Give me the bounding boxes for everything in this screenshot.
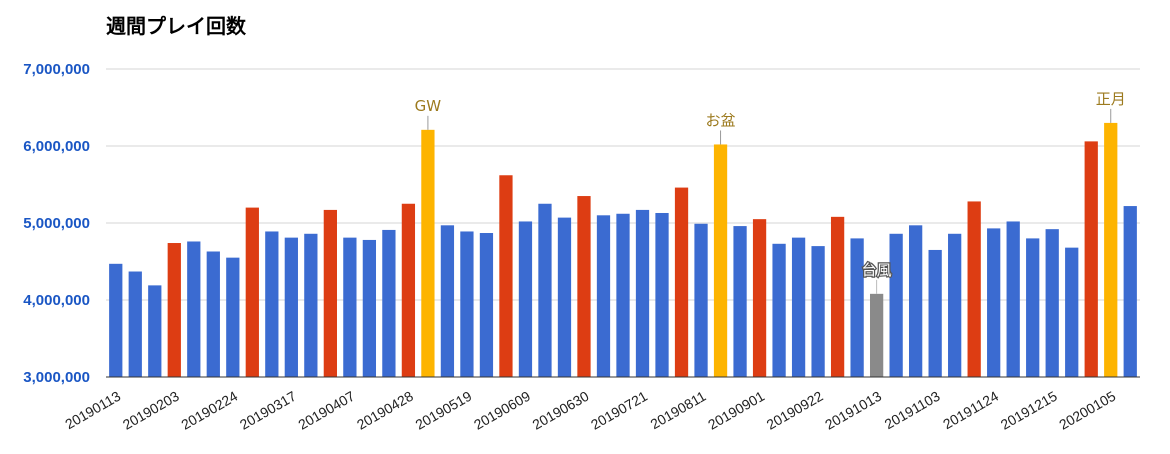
bar [791, 237, 806, 377]
bar [889, 233, 903, 377]
annotation-label: お盆 [706, 111, 736, 129]
bar [733, 226, 747, 377]
bar [928, 249, 942, 377]
x-tick-label: 20190203 [120, 388, 182, 433]
bar [577, 196, 591, 377]
bar [869, 293, 884, 377]
bar [1084, 141, 1098, 377]
y-tick-label: 3,000,000 [23, 369, 90, 386]
x-tick-label: 20190317 [237, 388, 299, 433]
bar [148, 285, 162, 377]
bar [596, 215, 611, 377]
bar [616, 213, 630, 377]
bar [284, 237, 298, 377]
x-tick-label: 20190811 [647, 388, 708, 433]
bar [1123, 206, 1137, 377]
bar [1006, 221, 1020, 377]
x-tick-label: 20200105 [1056, 388, 1118, 433]
bar [421, 129, 435, 377]
x-tick-label: 20190609 [471, 388, 533, 433]
bars [109, 122, 1137, 378]
bar [967, 201, 981, 377]
x-tick-label: 20190922 [764, 388, 826, 433]
annotation-label: GW [415, 97, 442, 115]
bar [772, 243, 786, 377]
bar [401, 203, 416, 377]
x-axis-labels: 2019011320190203201902242019031720190407… [62, 388, 1118, 433]
bar [460, 231, 474, 377]
bar [109, 263, 123, 377]
x-tick-label: 20190224 [178, 388, 240, 433]
bar [850, 238, 864, 377]
y-tick-label: 6,000,000 [23, 138, 90, 155]
bar [518, 221, 533, 377]
bar [382, 229, 396, 377]
bar [187, 241, 201, 377]
bar [167, 243, 181, 377]
bar [479, 233, 494, 377]
bar [206, 251, 220, 377]
x-tick-label: 20190113 [62, 388, 123, 433]
bar [1045, 229, 1059, 377]
y-axis-labels: 3,000,000 4,000,000 5,000,000 6,000,000 7,00… [23, 61, 90, 386]
bar [635, 209, 650, 377]
annotation-label: 台風 [862, 261, 892, 279]
x-tick-label: 20190721 [588, 388, 650, 433]
bar [752, 219, 767, 377]
y-tick-label: 7,000,000 [23, 61, 90, 78]
bar [265, 231, 279, 377]
bar [304, 233, 318, 377]
bar [440, 225, 455, 377]
x-tick-label: 20190630 [530, 388, 592, 433]
bar [1026, 238, 1040, 377]
bar [499, 175, 513, 377]
bar [830, 216, 845, 377]
x-tick-label: 20191124 [940, 388, 1001, 433]
y-tick-label: 4,000,000 [23, 292, 90, 309]
bar [128, 271, 142, 377]
x-tick-label: 20190407 [295, 388, 357, 433]
bar [538, 203, 552, 377]
bar [343, 237, 357, 377]
x-tick-label: 20191215 [998, 388, 1060, 433]
bar [1104, 122, 1118, 378]
y-tick-label: 5,000,000 [23, 215, 90, 232]
bar [909, 225, 923, 377]
bar [362, 239, 377, 377]
x-tick-label: 20190428 [354, 388, 416, 433]
bar [323, 209, 337, 377]
annotation-label: 正月 [1096, 90, 1126, 108]
bar [655, 212, 669, 377]
bar [674, 187, 689, 377]
bar [694, 223, 708, 377]
bar [226, 257, 240, 377]
x-tick-label: 20190519 [412, 388, 474, 433]
bar [245, 207, 259, 377]
bar [1065, 247, 1079, 377]
bar [987, 228, 1001, 377]
bar [713, 144, 728, 377]
bar [557, 217, 572, 377]
x-tick-label: 20191103 [882, 388, 943, 433]
x-tick-label: 20190901 [705, 388, 767, 433]
bar [811, 246, 825, 377]
x-tick-label: 20191013 [822, 388, 884, 433]
chart-title: 週間プレイ回数 [106, 14, 247, 38]
bar [948, 233, 962, 377]
